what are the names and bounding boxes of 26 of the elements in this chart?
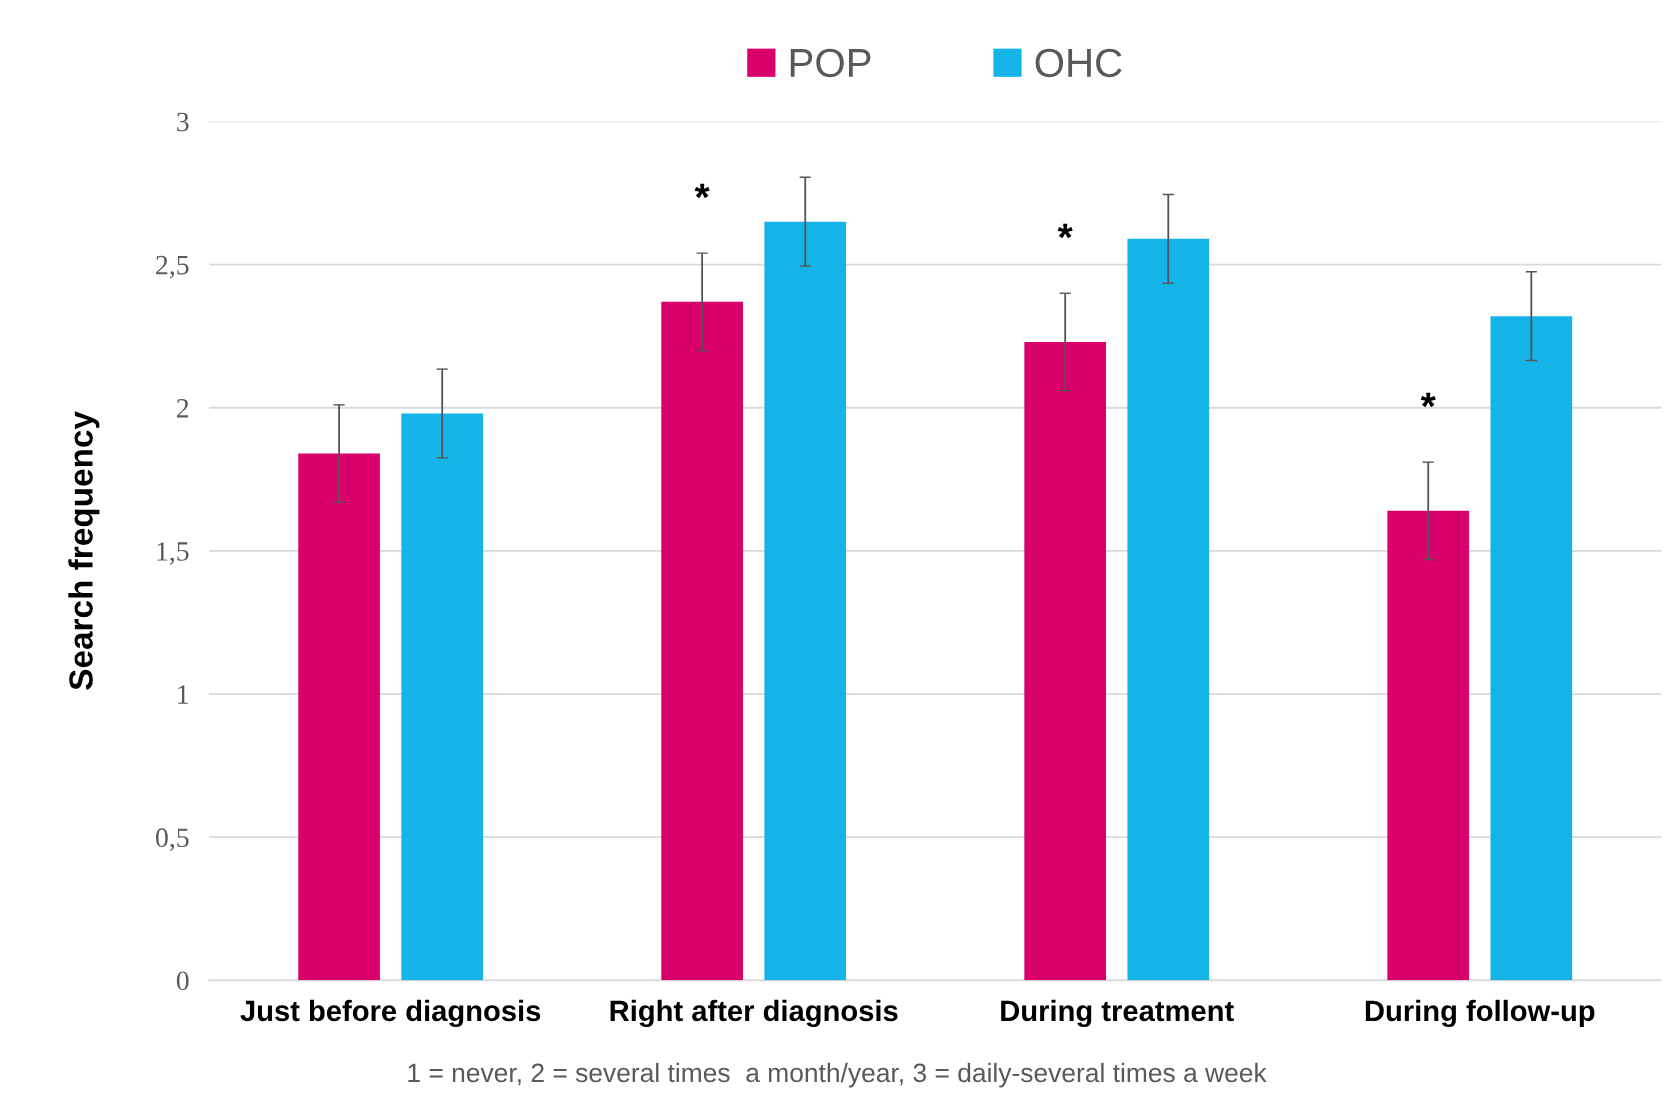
bar <box>1024 341 1107 981</box>
legend-label: OHC <box>1035 48 1122 78</box>
y-tick-label: 1 <box>178 685 189 704</box>
bar <box>401 413 484 981</box>
text: 1 = never, 2 = several times a month/year, 3 = daily-several times a week <box>408 1062 1267 1088</box>
bar <box>764 221 847 981</box>
legend-label: POP <box>790 48 871 78</box>
y-tick-label: 2 <box>177 398 189 418</box>
y-tick-label: 0,5 <box>156 828 189 852</box>
bar <box>1387 510 1470 981</box>
bar <box>298 453 380 981</box>
bar <box>661 301 743 981</box>
y-tick-label: 3 <box>177 112 189 132</box>
bar <box>1490 316 1573 981</box>
x-tick-label: Just before diagnosis <box>240 999 541 1028</box>
y-tick-label: 2,5 <box>156 255 189 279</box>
data-label: * <box>1420 392 1436 408</box>
bar <box>1127 238 1210 981</box>
y-axis-title: Search frequency <box>68 411 100 690</box>
x-tick-label: During follow-up <box>1365 999 1595 1028</box>
x-tick-label: During treatment <box>1001 999 1234 1028</box>
y-tick-label: 1,5 <box>157 542 189 565</box>
y-tick-label: 0 <box>176 971 189 991</box>
data-label: * <box>694 183 710 199</box>
x-tick-label: Right after diagnosis <box>610 999 898 1028</box>
data-label: * <box>1057 223 1073 239</box>
